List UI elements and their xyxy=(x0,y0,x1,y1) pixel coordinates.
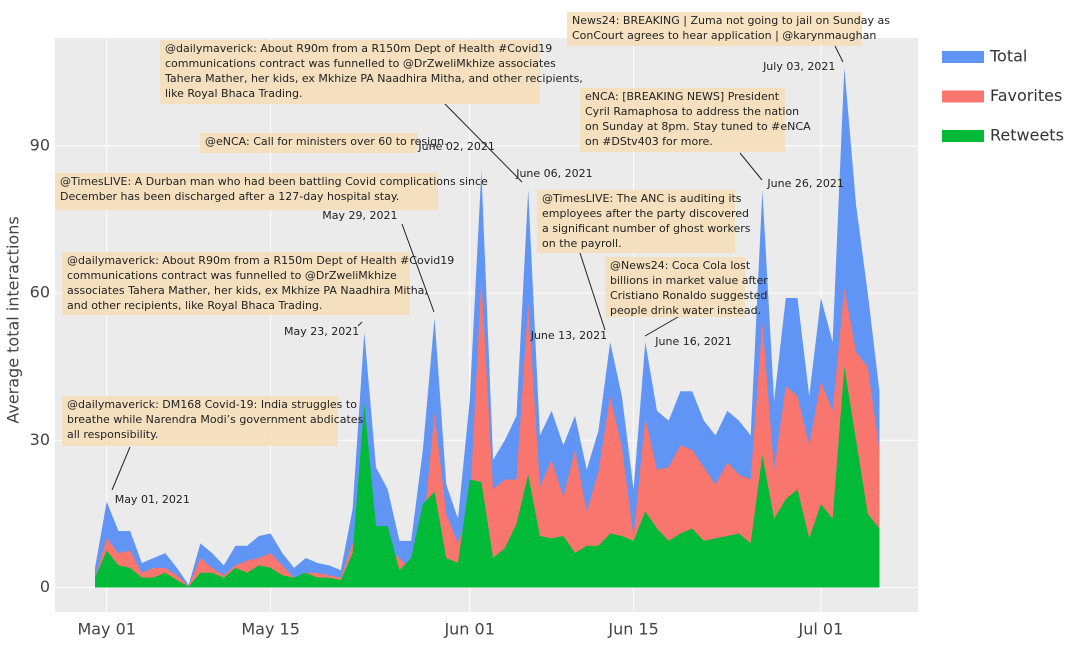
annotation-date: June 06, 2021 xyxy=(515,167,592,180)
annotation-text: @TimesLIVE: A Durban man who had been ba… xyxy=(60,175,488,188)
annotation-connector xyxy=(739,152,763,181)
annotation-box xyxy=(605,257,745,317)
annotation-box xyxy=(62,252,410,315)
annotation-connector xyxy=(111,446,131,491)
annotation-text: all responsibility. xyxy=(67,428,159,441)
x-tick-label: Jun 01 xyxy=(443,620,494,639)
x-tick-label: Jun 15 xyxy=(607,620,658,639)
y-tick-label: 0 xyxy=(40,577,50,596)
annotation-text: @dailymaverick: About R90m from a R150m … xyxy=(165,42,552,55)
legend-swatch xyxy=(942,51,984,63)
annotation-text: @TimesLIVE: The ANC is auditing its xyxy=(542,192,742,205)
annotation-date: May 23, 2021 xyxy=(284,325,359,338)
annotation-box xyxy=(567,12,862,46)
annotation-text: @dailymaverick: About R90m from a R150m … xyxy=(67,254,454,267)
annotation-date: May 01, 2021 xyxy=(115,493,190,506)
annotation-text: employees after the party discovered xyxy=(542,207,749,220)
annotation-text: Tahera Mather, her kids, ex Mkhize PA Na… xyxy=(164,72,583,85)
x-tick-label: May 15 xyxy=(241,620,300,639)
legend-label: Total xyxy=(989,47,1027,66)
x-tick-label: Jul 01 xyxy=(798,620,844,639)
annotation-text: a significant number of ghost workers xyxy=(542,222,751,235)
annotation-date: May 29, 2021 xyxy=(322,209,397,222)
annotation-box xyxy=(160,40,540,104)
annotation-connector xyxy=(644,316,679,337)
annotation-text: @dailymaverick: DM168 Covid-19: India st… xyxy=(67,398,357,411)
annotation-connector xyxy=(401,223,435,313)
annotation-text: on Sunday at 8pm. Stay tuned to #eNCA xyxy=(585,120,811,133)
annotation-box xyxy=(537,190,735,253)
annotation-text: @News24: Coca Cola lost xyxy=(610,259,751,272)
annotation-date: June 02, 2021 xyxy=(417,140,494,153)
annotation-text: on #DStv403 for more. xyxy=(585,135,713,148)
annotation-date: June 13, 2021 xyxy=(530,329,607,342)
annotation-text: eNCA: [BREAKING NEWS] President xyxy=(585,90,780,103)
annotation-connector xyxy=(357,321,363,327)
area xyxy=(95,278,880,588)
y-tick-label: 60 xyxy=(30,283,50,302)
annotation-text: billions in market value after xyxy=(610,274,768,287)
y-tick-label: 90 xyxy=(30,135,50,154)
y-axis-label: Average total interactions xyxy=(4,216,23,423)
annotation-box xyxy=(62,396,338,446)
annotation-text: News24: BREAKING | Zuma not going to jai… xyxy=(572,14,890,27)
annotation-text: Cristiano Ronaldo suggested xyxy=(610,289,767,302)
annotation-text: like Royal Bhaca Trading. xyxy=(165,87,302,100)
annotation-text: on the payroll. xyxy=(542,237,622,250)
annotation-connector xyxy=(834,45,844,63)
annotation-text: ConCourt agrees to hear application | @k… xyxy=(572,29,876,42)
x-tick-label: May 01 xyxy=(77,620,136,639)
legend-label: Retweets xyxy=(990,126,1064,145)
annotation-text: associates Tahera Mather, her kids, ex M… xyxy=(67,284,428,297)
annotation-text: Cyril Ramaphosa to address the nation xyxy=(585,105,799,118)
annotation-date: June 16, 2021 xyxy=(654,335,731,348)
annotation-box xyxy=(580,88,785,152)
area xyxy=(95,366,880,588)
legend-swatch xyxy=(942,130,984,142)
annotation-text: breathe while Narendra Modi’s government… xyxy=(67,413,364,426)
annotation-date: July 03, 2021 xyxy=(762,60,835,73)
annotation-text: communications contract was funnelled to… xyxy=(67,269,397,282)
y-tick-label: 30 xyxy=(30,430,50,449)
annotation-text: @eNCA: Call for ministers over 60 to res… xyxy=(205,135,448,148)
annotation-box xyxy=(200,133,418,153)
annotation-box xyxy=(55,173,438,210)
annotation-text: communications contract was funnelled to… xyxy=(165,57,556,70)
annotation-connector xyxy=(579,252,606,331)
annotation-connector xyxy=(444,103,523,183)
annotation-text: people drink water instead. xyxy=(610,304,761,317)
legend-swatch xyxy=(942,90,984,103)
annotation-text: December has been discharged after a 127… xyxy=(60,190,399,203)
annotation-text: and other recipients, like Royal Bhaca T… xyxy=(67,299,322,312)
legend-label: Favorites xyxy=(990,86,1062,105)
annotation-date: June 26, 2021 xyxy=(766,177,843,190)
